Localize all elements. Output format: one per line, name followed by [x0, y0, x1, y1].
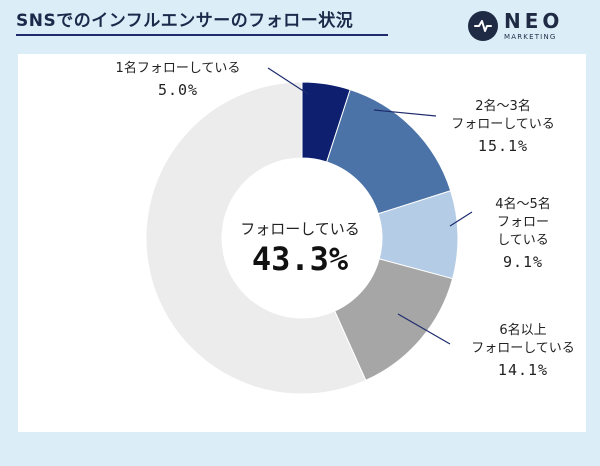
leader-line-3 [449, 211, 473, 227]
slice-label-3: 4名～5名フォローしている 9.1% [473, 196, 573, 271]
leader-line-4 [397, 313, 451, 345]
slice-value: 9.1% [502, 253, 544, 271]
chart-panel: フォローしている 43.3% 1名フォローしている 5.0% 2名～3名 フォローして… [18, 54, 586, 432]
donut-slice-5 [145, 81, 367, 395]
logo-subtitle: MARKETING [504, 33, 557, 41]
center-value: 43.3% [251, 240, 349, 278]
slice-value: 14.1% [497, 361, 549, 379]
slice-label-2: 2名～3名フォローしている 15.1% [438, 98, 568, 155]
slice-label-line: している [497, 233, 549, 248]
slice-label-line: フォローしている [471, 341, 575, 356]
leader-line-1 [267, 67, 309, 95]
title-underline [16, 34, 388, 36]
logo-name: NEO [504, 9, 564, 33]
slice-label-line: 2名～3名 [475, 99, 531, 114]
slice-label-1: 1名フォローしている 5.0% [78, 60, 278, 99]
slice-label-4: 6名以上フォローしている 14.1% [448, 322, 598, 379]
logo-pulse-icon [468, 11, 498, 41]
slice-label-line: 4名～5名 [495, 197, 551, 212]
slice-label-line: フォロー [496, 215, 549, 230]
donut-chart [145, 67, 473, 395]
page-title: SNSでのインフルエンサーのフォロー状況 [16, 11, 354, 31]
center-caption: フォローしている [240, 220, 360, 238]
slice-value: 15.1% [477, 137, 529, 155]
slice-value: 5.0% [157, 81, 199, 99]
slice-label-line: フォローしている [451, 117, 555, 132]
slice-label-line: 1名フォローしている [115, 61, 241, 76]
leader-line-2 [373, 109, 437, 117]
brand-logo: NEO MARKETING [468, 8, 576, 44]
slice-label-line: 6名以上 [499, 323, 547, 338]
donut-slice-2 [326, 89, 452, 215]
